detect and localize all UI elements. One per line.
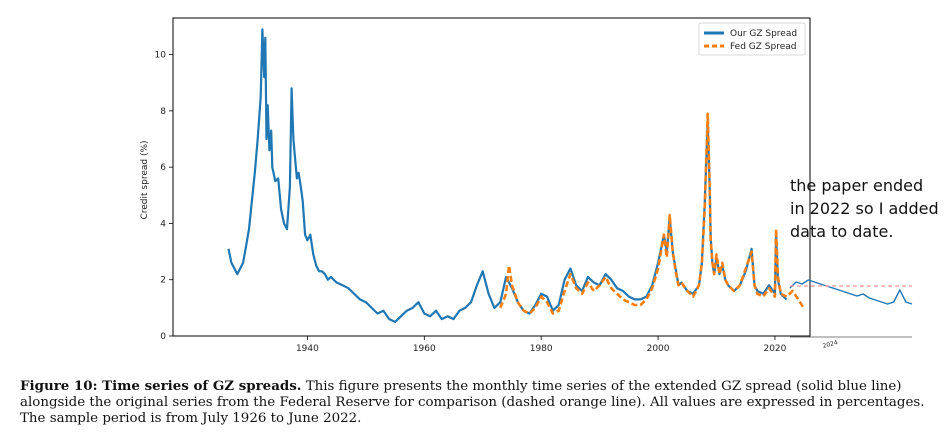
x-tick-label: 1940 [296,344,319,354]
caption-text: This figure presents the monthly time se… [20,379,925,426]
x-tick-label: 1980 [530,344,553,354]
y-tick-label: 10 [155,51,167,61]
x-tick-label: 1960 [413,344,436,354]
legend-label-fed-gz: Fed GZ Spread [730,42,797,52]
series-line-fed-gz [499,112,805,315]
y-tick-label: 0 [160,332,166,342]
y-tick-label: 8 [160,107,166,117]
extension-x-tick-label: 2024 [822,339,839,350]
legend: Our GZ Spread Fed GZ Spread [698,22,806,56]
x-tick-label: 2020 [763,344,786,354]
extension-plot: 2024 [789,279,913,350]
legend-box [698,22,806,56]
y-tick-label: 4 [160,219,166,229]
extension-series-line [789,279,913,305]
main-axis-ticks: 1940 1960 1980 2000 2020 0 2 4 6 8 10 [155,51,787,354]
caption-label: Figure 10: Time series of GZ spreads. [20,378,302,394]
gz-spread-chart: 1940 1960 1980 2000 2020 0 2 4 6 8 10 2024 Our GZ … [140,17,913,354]
y-tick-label: 2 [160,276,166,286]
plot-frame [172,17,811,337]
y-tick-label: 6 [160,163,166,173]
main-series-lines [227,28,805,323]
figure-caption: Figure 10: Time series of GZ spreads. Th… [20,378,935,427]
annotation-note: the paper ended in 2022 so I added data … [790,176,939,241]
y-axis-label: Credit spread (%) [140,140,150,219]
x-tick-label: 2000 [647,344,670,354]
legend-label-our-gz: Our GZ Spread [730,29,797,39]
